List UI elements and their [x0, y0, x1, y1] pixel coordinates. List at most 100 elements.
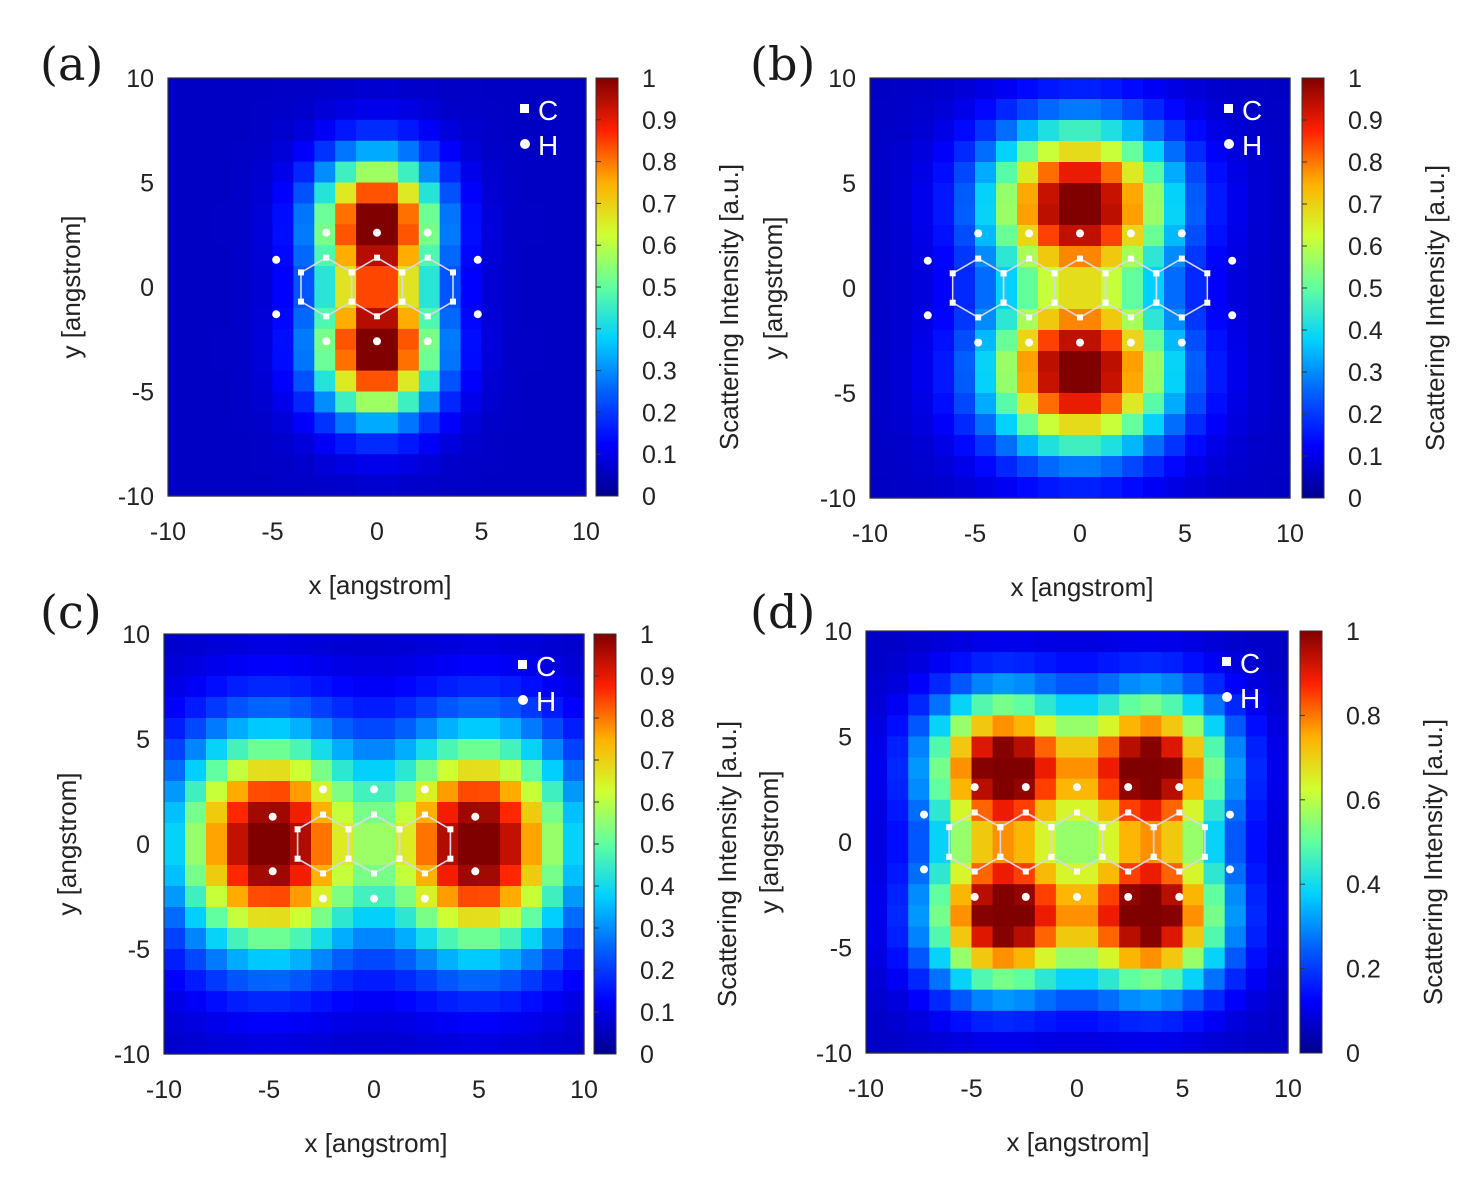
heatmap-cell [416, 991, 438, 1013]
heatmap-cell [975, 330, 997, 352]
heatmap-cell [377, 119, 399, 142]
hydrogen-atom [1124, 783, 1133, 792]
heatmap-cell [502, 433, 524, 455]
heatmap-cell [1266, 989, 1289, 1012]
heatmap-cell [954, 120, 976, 142]
heatmap-cell [929, 757, 951, 780]
heatmap-cell [437, 928, 459, 950]
carbon-atom [1127, 314, 1134, 321]
heatmap-cell [206, 1012, 228, 1034]
heatmap-cell [290, 697, 312, 719]
heatmap-cell [1266, 926, 1289, 949]
heatmap-cell [164, 970, 186, 992]
colorbar-label: Scattering Intensity [a.u.] [1418, 719, 1448, 1005]
heatmap-cell [185, 928, 207, 950]
heatmap-cell [996, 435, 1018, 457]
heatmap-cell [933, 414, 955, 436]
heatmap-cell [933, 99, 955, 121]
x-tick-label: 0 [367, 1076, 381, 1104]
heatmap-cell [1266, 905, 1289, 927]
heatmap-cell [335, 391, 357, 413]
carbon-atom [1127, 255, 1134, 262]
heatmap-cell [458, 1033, 480, 1055]
heatmap-cell [481, 328, 503, 351]
y-tick-label: 5 [140, 170, 154, 198]
heatmap-cell [1182, 947, 1205, 970]
heatmap-cell [912, 477, 934, 499]
heatmap-cell [870, 162, 892, 184]
heatmap-cell [439, 391, 462, 413]
heatmap-cell [996, 204, 1018, 226]
heatmap-cell [332, 739, 354, 761]
colorbar-tick-label: 0.8 [1348, 149, 1383, 177]
heatmap-cell [206, 655, 228, 677]
heatmap-cell [1140, 905, 1162, 927]
heatmap-cell [1034, 884, 1057, 906]
heatmap-cell [251, 370, 274, 393]
heatmap-cell [272, 475, 294, 497]
bond [977, 257, 1005, 274]
heatmap-cell [502, 161, 524, 184]
heatmap-cell [521, 949, 543, 971]
heatmap-cell [933, 393, 955, 415]
heatmap-cell [521, 865, 543, 887]
heatmap-cell [230, 370, 253, 393]
carbon-atom [1153, 299, 1160, 306]
heatmap-cell [269, 634, 291, 656]
heatmap-cell [887, 631, 909, 653]
heatmap-cell [1266, 757, 1289, 780]
heatmap-cell [954, 288, 976, 310]
x-tick-label: 10 [1276, 520, 1304, 548]
heatmap-cell [1080, 267, 1102, 289]
heatmap-cell [374, 949, 396, 971]
heatmap-cell [502, 203, 524, 225]
heatmap-cell [397, 307, 420, 330]
heatmap-cell [209, 203, 232, 225]
carbon-atom [1051, 299, 1058, 306]
heatmap-cell [439, 349, 462, 372]
heatmap-cell [272, 182, 294, 204]
heatmap-cell [460, 224, 483, 246]
heatmap-cell [908, 631, 930, 653]
heatmap-cell [1140, 1010, 1162, 1033]
heatmap-cell [1101, 99, 1123, 121]
heatmap-cell [479, 844, 501, 866]
heatmap-cell [971, 715, 994, 738]
heatmap-cell [479, 991, 501, 1013]
heatmap-cell [377, 203, 399, 225]
heatmap-cell [887, 863, 909, 885]
heatmap-cell [290, 1012, 312, 1034]
heatmap-cell [290, 865, 312, 887]
heatmap-cell [377, 287, 399, 309]
heatmap-cell [332, 634, 354, 656]
heatmap-cell [251, 119, 274, 142]
heatmap-cell [188, 140, 211, 163]
hydrogen-atom [1228, 256, 1237, 265]
carbon-atom [1022, 809, 1029, 816]
heatmap-cell [933, 120, 955, 142]
heatmap-cell [1182, 926, 1205, 949]
bond [948, 811, 976, 828]
legend-hydrogen-label: H [536, 686, 556, 717]
heatmap-cell [311, 718, 333, 740]
heatmap-cell [251, 307, 274, 330]
heatmap-cell [395, 676, 417, 698]
heatmap-cell [374, 655, 396, 677]
heatmap-cell [866, 926, 888, 949]
carbon-atom [371, 811, 377, 818]
heatmap-cell [227, 907, 249, 929]
heatmap-cell [1034, 757, 1057, 780]
heatmap-cell [1269, 351, 1291, 373]
heatmap-cell [954, 435, 976, 457]
heatmap-cell [563, 907, 585, 929]
heatmap-cell [1140, 947, 1162, 970]
heatmap-cell [395, 907, 417, 929]
y-axis-label: y [angstrom] [758, 216, 788, 359]
heatmap-cell [1164, 162, 1186, 184]
heatmap-cell [293, 245, 315, 267]
heatmap-cell [356, 266, 378, 288]
legend-hydrogen-label: H [1242, 130, 1262, 161]
heatmap-cell [1119, 757, 1141, 780]
heatmap-cell [290, 949, 312, 971]
heatmap-cell [293, 140, 315, 163]
